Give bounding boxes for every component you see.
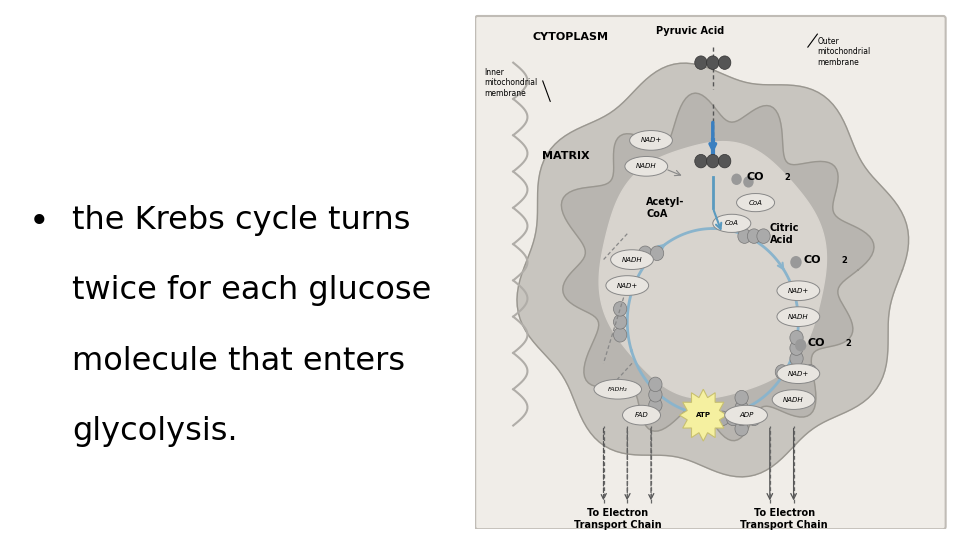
Polygon shape <box>680 389 727 441</box>
Circle shape <box>738 229 751 244</box>
Text: Outer
mitochondrial
membrane: Outer mitochondrial membrane <box>817 37 871 66</box>
Ellipse shape <box>625 157 667 176</box>
Ellipse shape <box>630 131 672 150</box>
Circle shape <box>695 56 708 69</box>
Circle shape <box>735 401 748 415</box>
Text: Pyruvic Acid: Pyruvic Acid <box>656 26 724 36</box>
Polygon shape <box>517 63 908 477</box>
Circle shape <box>735 422 748 436</box>
Circle shape <box>707 56 719 69</box>
Circle shape <box>651 246 663 260</box>
Ellipse shape <box>725 406 767 425</box>
Text: 2: 2 <box>846 339 852 348</box>
Circle shape <box>718 56 731 69</box>
Circle shape <box>795 339 806 352</box>
Circle shape <box>747 411 760 426</box>
Circle shape <box>794 364 807 379</box>
Circle shape <box>649 388 662 402</box>
Text: To Electron
Transport Chain: To Electron Transport Chain <box>740 509 828 530</box>
Polygon shape <box>599 141 827 399</box>
Circle shape <box>732 173 742 185</box>
Text: NAD+: NAD+ <box>616 282 637 288</box>
Circle shape <box>716 411 730 426</box>
Circle shape <box>790 330 804 345</box>
Text: molecule that enters: molecule that enters <box>72 346 405 376</box>
Text: NAD+: NAD+ <box>788 288 809 294</box>
Ellipse shape <box>606 276 649 295</box>
Circle shape <box>613 315 627 329</box>
Text: CYTOPLASM: CYTOPLASM <box>532 31 609 42</box>
Circle shape <box>737 411 750 426</box>
Circle shape <box>613 302 627 316</box>
Text: FADH₂: FADH₂ <box>608 387 628 392</box>
Text: ATP: ATP <box>696 412 710 418</box>
Text: twice for each glucose: twice for each glucose <box>72 275 431 306</box>
Circle shape <box>756 229 770 244</box>
Ellipse shape <box>622 406 660 425</box>
Circle shape <box>790 351 804 366</box>
Text: 2: 2 <box>841 256 847 265</box>
Circle shape <box>790 341 804 355</box>
Text: •: • <box>29 205 49 239</box>
Ellipse shape <box>777 281 820 301</box>
Text: NAD+: NAD+ <box>788 370 809 377</box>
Ellipse shape <box>712 214 751 232</box>
Text: To Electron
Transport Chain: To Electron Transport Chain <box>574 509 661 530</box>
Ellipse shape <box>777 364 820 383</box>
Text: CO: CO <box>746 172 763 181</box>
Circle shape <box>695 154 708 168</box>
Circle shape <box>613 328 627 342</box>
Text: 2: 2 <box>784 173 790 182</box>
Ellipse shape <box>611 250 654 269</box>
Circle shape <box>735 411 748 426</box>
Circle shape <box>784 364 798 379</box>
Circle shape <box>707 154 719 168</box>
Circle shape <box>776 364 788 379</box>
Text: ADP: ADP <box>739 412 754 418</box>
Circle shape <box>638 246 652 260</box>
Ellipse shape <box>772 390 815 409</box>
Text: NADH: NADH <box>783 396 804 403</box>
Circle shape <box>747 229 760 244</box>
Text: glycolysis.: glycolysis. <box>72 416 238 447</box>
Polygon shape <box>562 93 874 441</box>
Text: NADH: NADH <box>636 163 657 170</box>
Text: NAD+: NAD+ <box>640 137 661 144</box>
Circle shape <box>649 377 662 392</box>
Circle shape <box>727 411 740 426</box>
Text: Acetyl-
CoA: Acetyl- CoA <box>646 197 684 219</box>
Circle shape <box>649 398 662 413</box>
Ellipse shape <box>777 307 820 327</box>
Circle shape <box>735 390 748 405</box>
Text: NADH: NADH <box>622 256 642 262</box>
Circle shape <box>743 176 754 187</box>
Text: CO: CO <box>804 255 821 265</box>
Text: Inner
mitochondrial
membrane: Inner mitochondrial membrane <box>485 68 538 98</box>
Text: Citric
Acid: Citric Acid <box>770 223 800 245</box>
Circle shape <box>804 364 817 379</box>
Text: CoA: CoA <box>749 200 762 206</box>
Text: FAD: FAD <box>635 412 648 418</box>
Ellipse shape <box>594 380 641 399</box>
Ellipse shape <box>736 193 775 212</box>
Text: MATRIX: MATRIX <box>541 151 589 161</box>
Circle shape <box>718 154 731 168</box>
Circle shape <box>790 256 802 268</box>
Text: NADH: NADH <box>788 314 808 320</box>
FancyBboxPatch shape <box>475 16 946 529</box>
Text: the Krebs cycle turns: the Krebs cycle turns <box>72 205 411 236</box>
Text: CoA: CoA <box>725 220 739 226</box>
Text: CO: CO <box>807 338 826 348</box>
